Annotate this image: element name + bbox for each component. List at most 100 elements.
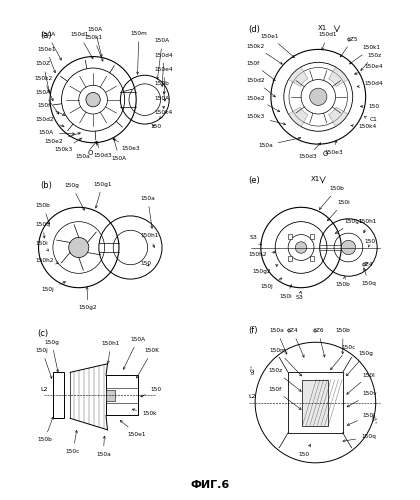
- Text: 150f: 150f: [268, 387, 301, 409]
- Text: 150j: 150j: [36, 348, 52, 378]
- Text: 150b: 150b: [336, 276, 350, 287]
- Wedge shape: [289, 107, 308, 126]
- Text: 150a: 150a: [258, 137, 301, 148]
- Text: 150A: 150A: [36, 90, 59, 114]
- Wedge shape: [328, 107, 348, 126]
- Text: 150b: 150b: [336, 328, 350, 354]
- Text: 150m: 150m: [131, 31, 147, 74]
- Text: ϕZ4: ϕZ4: [287, 328, 304, 357]
- Text: (b): (b): [40, 182, 52, 190]
- Text: 150h1: 150h1: [102, 341, 120, 363]
- Circle shape: [310, 88, 327, 106]
- Text: 150k3: 150k3: [54, 138, 81, 152]
- Text: (f): (f): [248, 326, 257, 336]
- Text: 150c: 150c: [66, 430, 80, 454]
- Text: S3: S3: [295, 291, 303, 300]
- Text: 150z: 150z: [268, 368, 301, 392]
- Text: 150b: 150b: [155, 82, 170, 101]
- Text: 150a: 150a: [96, 436, 111, 456]
- Text: 150g: 150g: [346, 351, 373, 376]
- Text: 150h2: 150h2: [248, 251, 276, 257]
- Text: 150A: 150A: [39, 130, 75, 135]
- Bar: [302, 380, 328, 426]
- Text: 150d3: 150d3: [93, 143, 112, 158]
- Text: 150f: 150f: [37, 103, 65, 116]
- Bar: [106, 390, 116, 401]
- Text: (d): (d): [248, 25, 260, 34]
- Circle shape: [295, 242, 307, 253]
- Text: 150A: 150A: [87, 26, 102, 56]
- Text: 150z: 150z: [361, 52, 381, 70]
- Text: 150: 150: [150, 124, 162, 130]
- Text: 150Z: 150Z: [36, 61, 51, 92]
- Text: 150q: 150q: [343, 434, 376, 442]
- Text: 150e2: 150e2: [247, 96, 280, 112]
- Text: ϕZ6: ϕZ6: [312, 328, 325, 357]
- Text: α1°: α1°: [370, 414, 376, 425]
- Bar: [310, 234, 314, 238]
- Text: 150e2: 150e2: [44, 132, 80, 143]
- Text: 150q: 150q: [361, 268, 376, 286]
- Text: 150K: 150K: [136, 348, 160, 378]
- Text: X1: X1: [311, 176, 320, 182]
- Text: 150: 150: [141, 387, 162, 397]
- Text: 150A: 150A: [155, 96, 170, 108]
- Text: 150d1: 150d1: [318, 32, 337, 50]
- Text: 150j: 150j: [261, 278, 282, 288]
- Text: 150g2: 150g2: [252, 265, 278, 274]
- Text: 150a: 150a: [76, 141, 97, 160]
- Bar: [288, 256, 292, 260]
- Text: 150e4: 150e4: [155, 67, 173, 94]
- Text: 150e4: 150e4: [354, 64, 383, 74]
- Text: 150l: 150l: [346, 372, 375, 394]
- Text: (c): (c): [37, 329, 48, 338]
- Circle shape: [341, 240, 356, 254]
- Text: ϕZ5: ϕZ5: [340, 37, 359, 57]
- Bar: [288, 372, 343, 432]
- Text: 150d2: 150d2: [247, 78, 276, 97]
- Text: 150a: 150a: [270, 328, 287, 354]
- Text: 150i: 150i: [280, 284, 292, 298]
- Text: 150e1: 150e1: [37, 47, 55, 73]
- Text: ФИГ.6: ФИГ.6: [190, 480, 230, 490]
- Text: (a): (a): [40, 30, 52, 40]
- Text: 150b: 150b: [319, 186, 345, 210]
- Text: 150g1: 150g1: [93, 182, 112, 208]
- Text: 150k1: 150k1: [349, 46, 381, 64]
- Text: 150k4: 150k4: [351, 124, 377, 130]
- Text: α2°: α2°: [251, 364, 256, 374]
- Text: 150b: 150b: [36, 204, 50, 224]
- Text: 150A: 150A: [40, 32, 61, 60]
- Text: O: O: [323, 151, 328, 157]
- Wedge shape: [289, 67, 308, 86]
- Text: 150d4: 150d4: [357, 82, 383, 87]
- Text: 150: 150: [140, 260, 152, 266]
- Text: 150h1: 150h1: [359, 219, 377, 233]
- Text: 150d2: 150d2: [36, 117, 64, 127]
- Text: 150b: 150b: [37, 417, 53, 442]
- Wedge shape: [328, 67, 348, 86]
- Text: 150k3: 150k3: [247, 114, 286, 125]
- Text: 150q: 150q: [36, 222, 50, 238]
- Text: 150k2: 150k2: [34, 76, 53, 101]
- Text: 150e3: 150e3: [113, 139, 140, 151]
- Circle shape: [86, 92, 100, 107]
- Text: 150g2: 150g2: [79, 287, 97, 310]
- Text: 150h2: 150h2: [36, 258, 58, 264]
- Bar: [53, 372, 64, 418]
- Text: 150i: 150i: [328, 200, 350, 221]
- Bar: [288, 234, 292, 238]
- Text: 150A: 150A: [155, 38, 170, 79]
- Text: X1: X1: [318, 25, 327, 31]
- Text: 150d1: 150d1: [70, 32, 93, 59]
- Text: 150m: 150m: [270, 348, 302, 376]
- Text: 150v: 150v: [347, 392, 378, 407]
- Circle shape: [69, 238, 89, 258]
- Text: 150d4: 150d4: [155, 52, 173, 86]
- Bar: [310, 256, 314, 260]
- Text: 150j: 150j: [42, 282, 66, 292]
- Text: 150i: 150i: [36, 240, 48, 251]
- Text: C1: C1: [364, 116, 378, 122]
- Text: 150k1: 150k1: [84, 36, 103, 61]
- Text: 150A: 150A: [112, 138, 127, 161]
